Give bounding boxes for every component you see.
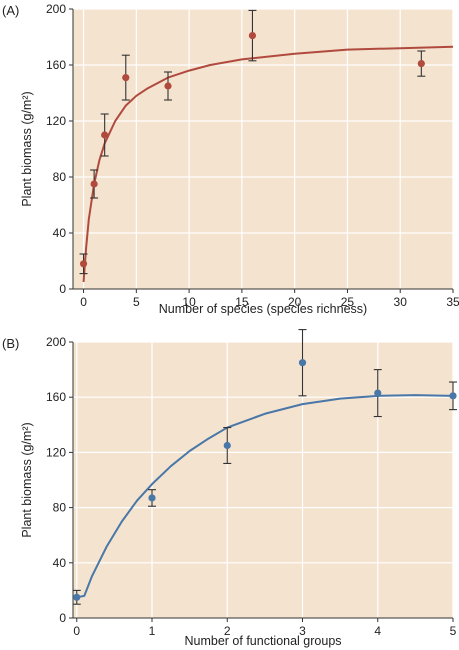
data-point — [79, 260, 88, 268]
plot-area — [73, 9, 453, 289]
y-tick-label: 40 — [53, 226, 67, 240]
y-tick-label: 200 — [46, 335, 66, 349]
chart-panel-1: 0 1 2 3 4 5 0 40 80 120 160 200 (B) Number of functio… — [2, 329, 457, 648]
y-axis-title: Plant biomass (g/m²) — [20, 422, 34, 537]
x-tick-label: 5 — [133, 295, 140, 309]
x-tick-label: 0 — [73, 624, 80, 638]
x-tick-label: 5 — [450, 624, 457, 638]
y-tick-label: 0 — [59, 282, 66, 296]
x-tick-label: 10 — [182, 295, 196, 309]
data-point — [223, 441, 231, 450]
x-tick-label: 30 — [394, 295, 408, 309]
chart-panel-0: 0 5 10 15 20 25 30 35 0 40 80 120 160 200 (A) Number of… — [2, 2, 459, 316]
panel-label: (B) — [2, 336, 19, 351]
y-tick-label: 40 — [53, 556, 67, 570]
y-tick-label: 0 — [59, 611, 66, 625]
x-tick-label: 20 — [288, 295, 302, 309]
data-point — [449, 392, 457, 400]
x-tick-label: 3 — [299, 624, 306, 638]
y-tick-label: 80 — [53, 170, 67, 184]
data-point — [101, 131, 109, 139]
data-point — [417, 60, 425, 68]
y-tick-label: 120 — [46, 445, 66, 459]
data-point — [298, 359, 307, 367]
x-axis-title: Number of species (species richness) — [159, 302, 367, 316]
plot-area — [73, 342, 453, 618]
x-tick-label: 4 — [374, 624, 381, 638]
y-tick-label: 120 — [46, 114, 66, 128]
x-tick-label: 25 — [341, 295, 355, 309]
x-tick-label: 1 — [149, 624, 156, 638]
data-point — [73, 593, 81, 601]
data-point — [248, 31, 257, 40]
x-axis-title: Number of functional groups — [184, 634, 341, 648]
data-point — [374, 389, 382, 397]
y-tick-label: 80 — [53, 501, 67, 515]
x-tick-label: 2 — [224, 624, 231, 638]
data-point — [164, 82, 172, 90]
fit-curve — [82, 45, 454, 283]
data-point — [122, 74, 130, 82]
y-tick-label: 160 — [46, 390, 66, 404]
x-tick-label: 0 — [80, 295, 87, 309]
y-tick-label: 160 — [46, 58, 66, 72]
y-tick-label: 200 — [46, 2, 66, 16]
panel-label: (A) — [2, 3, 19, 18]
x-tick-label: 35 — [446, 295, 459, 309]
y-axis-title: Plant biomass (g/m²) — [20, 91, 34, 206]
data-point — [90, 180, 98, 188]
x-tick-label: 15 — [235, 295, 249, 309]
data-point — [148, 494, 156, 502]
fit-curve — [76, 394, 454, 599]
